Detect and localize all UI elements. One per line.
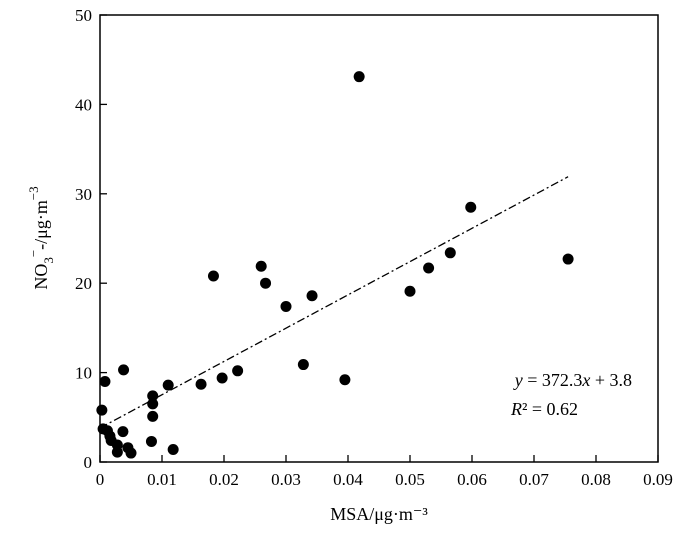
x-tick-label: 0.01: [147, 470, 177, 489]
y-tick-label: 10: [75, 364, 92, 383]
data-point: [195, 378, 207, 390]
x-tick-label: 0.09: [643, 470, 673, 489]
x-tick-label: 0.04: [333, 470, 363, 489]
data-point: [444, 247, 456, 259]
data-point: [145, 435, 157, 447]
x-axis-ticks: 0 0.01 0.02 0.03 0.04 0.05 0.06 0.07 0.08 0.09: [96, 455, 673, 489]
data-point: [96, 404, 108, 416]
data-point: [339, 374, 351, 386]
data-point: [111, 446, 123, 458]
data-point: [260, 277, 272, 289]
x-tick-label: 0.08: [581, 470, 611, 489]
data-point: [207, 270, 219, 282]
data-point: [255, 260, 267, 272]
y-tick-label: 30: [75, 185, 92, 204]
data-point: [353, 71, 365, 83]
y-tick-label: 0: [84, 453, 93, 472]
x-tick-label: 0.02: [209, 470, 239, 489]
data-point: [216, 372, 228, 384]
plot-frame: [99, 14, 659, 463]
trendline: [99, 176, 569, 429]
data-point: [118, 364, 130, 376]
x-tick-label: 0.07: [519, 470, 549, 489]
regression-equation: y = 372.3x + 3.8: [513, 370, 632, 390]
data-points: [96, 71, 574, 459]
trendline-group: [99, 176, 569, 429]
x-tick-label: 0: [96, 470, 105, 489]
data-point: [404, 285, 416, 297]
data-point: [306, 290, 318, 302]
y-axis-ticks: 0 10 20 30 40 50: [75, 6, 107, 472]
data-point: [147, 398, 159, 410]
y-tick-label: 20: [75, 274, 92, 293]
y-tick-label: 40: [75, 95, 92, 114]
x-tick-label: 0.05: [395, 470, 425, 489]
x-tick-label: 0.03: [271, 470, 301, 489]
r-squared-label: R² = 0.62: [510, 399, 578, 419]
data-point: [99, 376, 111, 388]
y-axis-label: NO3−-/μg·m−3: [26, 186, 56, 289]
data-point: [117, 426, 129, 438]
data-point: [423, 262, 435, 274]
data-point: [562, 253, 574, 265]
data-point: [147, 410, 159, 422]
data-point: [162, 379, 174, 391]
data-point: [280, 300, 292, 312]
data-point: [147, 390, 159, 402]
data-point: [297, 359, 309, 371]
data-point: [167, 443, 179, 455]
data-point: [465, 201, 477, 213]
data-point: [125, 447, 137, 459]
data-point: [232, 365, 244, 377]
x-tick-label: 0.06: [457, 470, 487, 489]
y-tick-label: 50: [75, 6, 92, 25]
x-axis-label: MSA/μg·m⁻³: [330, 504, 428, 524]
